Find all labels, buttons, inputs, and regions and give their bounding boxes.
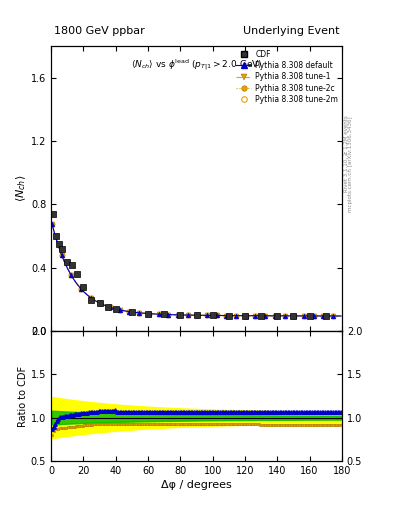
Legend: CDF, Pythia 8.308 default, Pythia 8.308 tune-1, Pythia 8.308 tune-2c, Pythia 8.3: CDF, Pythia 8.308 default, Pythia 8.308 …	[236, 50, 338, 104]
Y-axis label: Ratio to CDF: Ratio to CDF	[18, 366, 28, 426]
Text: Underlying Event: Underlying Event	[242, 26, 339, 36]
Text: $\langle N_{ch} \rangle$ vs $\phi^{\rm lead}$ ($p_{T|1} > 2.0$ GeV): $\langle N_{ch} \rangle$ vs $\phi^{\rm l…	[131, 57, 262, 73]
X-axis label: Δφ / degrees: Δφ / degrees	[161, 480, 232, 490]
Text: mcplots.cern.ch [arXiv:1306.3436]: mcplots.cern.ch [arXiv:1306.3436]	[348, 116, 353, 211]
Text: 1800 GeV ppbar: 1800 GeV ppbar	[54, 26, 145, 36]
Y-axis label: $\langle N_{ch} \rangle$: $\langle N_{ch} \rangle$	[15, 175, 28, 202]
Text: Rivet 3.1.10, ≥ 1.2M events: Rivet 3.1.10, ≥ 1.2M events	[344, 115, 349, 192]
